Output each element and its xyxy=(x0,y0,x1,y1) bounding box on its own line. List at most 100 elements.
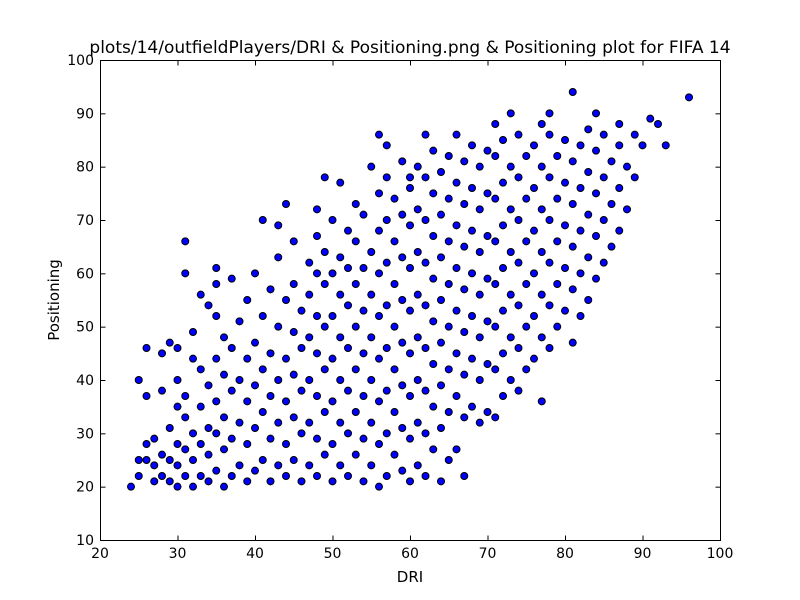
data-point xyxy=(367,333,376,342)
data-point xyxy=(406,184,414,192)
data-point xyxy=(506,376,515,384)
data-point xyxy=(382,344,391,352)
data-point xyxy=(584,168,593,176)
data-point xyxy=(165,477,174,486)
data-point xyxy=(530,354,538,363)
data-point xyxy=(607,242,616,251)
data-point xyxy=(576,184,585,192)
data-point xyxy=(344,264,352,272)
data-point xyxy=(592,109,600,118)
data-point xyxy=(274,253,283,262)
data-point xyxy=(460,370,469,379)
y-tick-label: 70 xyxy=(76,213,94,229)
data-point xyxy=(413,162,422,171)
data-point xyxy=(181,269,190,278)
data-point xyxy=(522,322,531,331)
data-point xyxy=(274,322,283,331)
x-tick-label: 90 xyxy=(634,546,652,562)
data-point xyxy=(320,408,329,416)
data-point xyxy=(421,344,430,352)
data-point xyxy=(545,173,554,182)
data-point xyxy=(313,232,321,240)
data-point xyxy=(452,264,461,272)
data-point xyxy=(514,301,523,310)
data-point xyxy=(375,130,383,139)
data-point xyxy=(475,376,484,384)
y-tick-label: 40 xyxy=(76,373,94,389)
data-point xyxy=(506,205,515,214)
data-point xyxy=(413,248,422,256)
data-point xyxy=(189,429,197,438)
x-tick-label: 30 xyxy=(169,546,187,562)
data-point xyxy=(468,184,476,192)
data-point xyxy=(460,242,469,251)
data-point xyxy=(499,264,507,272)
data-point xyxy=(297,306,306,315)
data-point xyxy=(568,157,577,166)
data-point xyxy=(421,472,430,480)
data-point xyxy=(359,264,368,272)
data-point xyxy=(483,189,492,198)
data-point xyxy=(282,354,290,363)
data-point xyxy=(398,253,407,262)
data-point xyxy=(483,146,492,155)
data-point xyxy=(243,354,252,363)
data-point xyxy=(375,482,383,491)
data-point xyxy=(328,269,337,278)
data-point xyxy=(367,248,376,256)
data-point xyxy=(499,136,507,144)
y-tick-label: 60 xyxy=(76,266,94,282)
data-point xyxy=(351,200,360,208)
data-point xyxy=(274,221,283,230)
data-point xyxy=(382,216,391,224)
data-point xyxy=(227,344,236,352)
data-point xyxy=(561,136,569,144)
data-point xyxy=(623,205,631,214)
data-point xyxy=(243,296,252,304)
plot-frame xyxy=(100,60,721,541)
data-point xyxy=(235,317,244,326)
data-point xyxy=(181,237,190,246)
data-point xyxy=(491,194,500,203)
data-point xyxy=(344,386,352,395)
data-point xyxy=(351,237,360,246)
data-point xyxy=(181,392,190,400)
data-point xyxy=(382,429,391,438)
data-point xyxy=(429,360,438,368)
data-point xyxy=(460,413,469,422)
data-point xyxy=(444,194,453,203)
data-point xyxy=(437,424,445,432)
data-point xyxy=(367,418,376,427)
data-point xyxy=(468,354,476,363)
data-point xyxy=(413,205,422,214)
data-point xyxy=(344,472,352,480)
y-tick-label: 50 xyxy=(76,320,94,336)
data-point xyxy=(212,280,221,288)
data-point xyxy=(204,450,213,459)
data-point xyxy=(406,477,414,486)
data-point xyxy=(491,280,500,288)
data-point xyxy=(475,333,484,342)
data-point xyxy=(150,477,159,486)
data-point xyxy=(390,365,399,374)
data-point xyxy=(344,429,352,438)
data-point xyxy=(499,221,507,230)
data-point xyxy=(444,322,453,331)
data-point xyxy=(313,392,321,400)
data-point xyxy=(204,381,213,390)
data-point xyxy=(406,173,414,182)
data-point xyxy=(382,301,391,310)
data-point xyxy=(615,120,624,128)
data-point xyxy=(134,376,143,384)
data-point xyxy=(351,280,360,288)
data-point xyxy=(514,130,523,139)
data-point xyxy=(173,440,182,448)
data-point xyxy=(142,344,151,352)
data-point xyxy=(320,173,329,182)
data-point xyxy=(460,472,469,480)
data-point xyxy=(413,333,422,342)
data-point xyxy=(251,338,259,347)
data-point xyxy=(421,130,430,139)
data-point xyxy=(545,130,554,139)
data-point xyxy=(429,189,438,198)
